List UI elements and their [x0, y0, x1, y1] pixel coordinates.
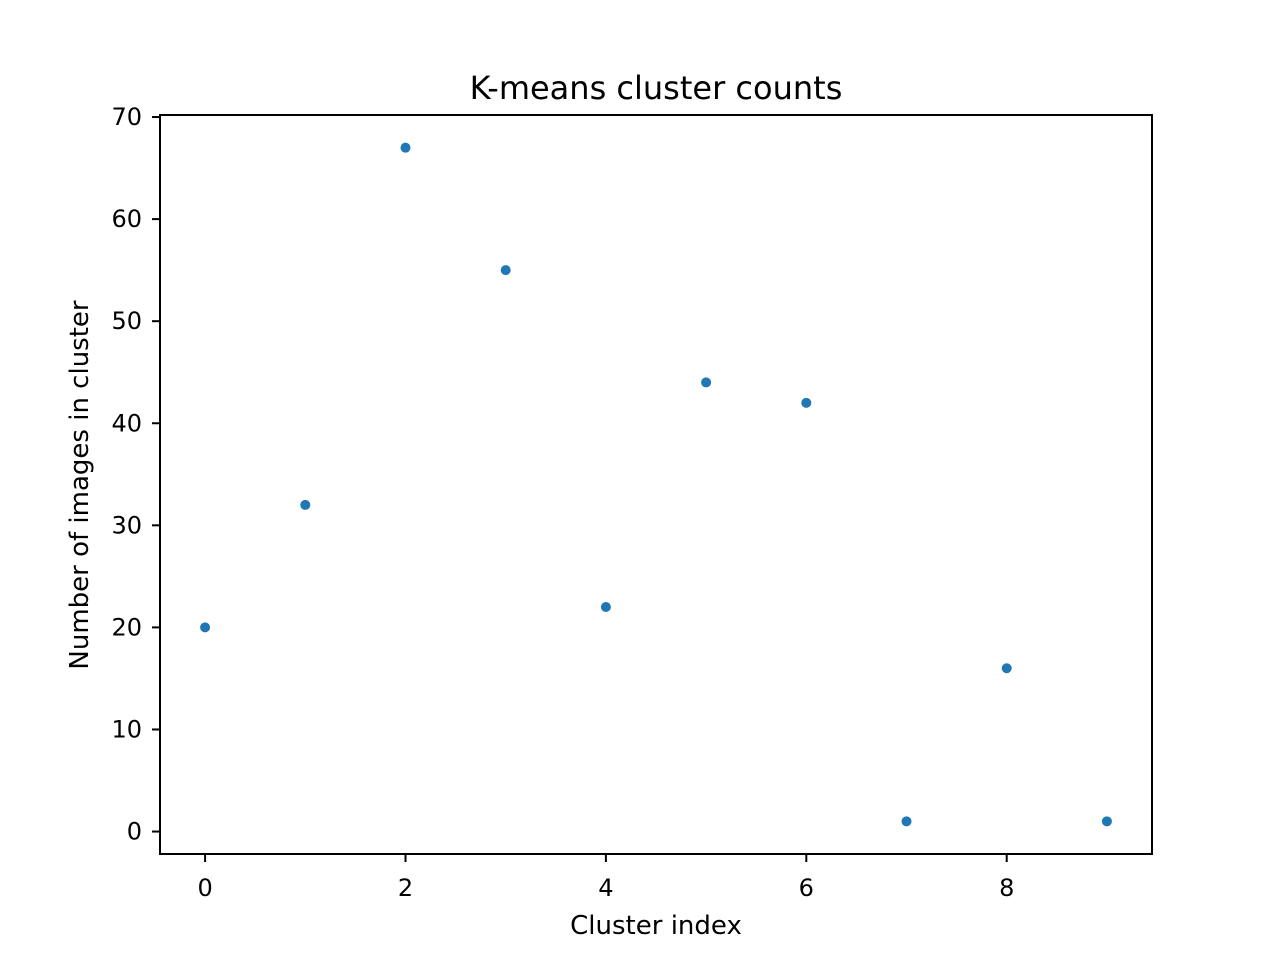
y-tick-label: 0 [127, 818, 142, 846]
y-tick-label: 70 [111, 103, 142, 131]
x-tick-label: 4 [598, 874, 613, 902]
x-axis-label: Cluster index [570, 911, 742, 941]
y-tick-label: 20 [111, 613, 142, 641]
scatter-points [200, 142, 1112, 827]
scatter-point [901, 816, 912, 827]
x-tick-label: 2 [398, 874, 413, 902]
scatter-point [600, 601, 611, 612]
y-tick-label: 30 [111, 511, 142, 539]
scatter-point [500, 265, 511, 276]
scatter-point [701, 377, 712, 388]
y-tick-label: 50 [111, 307, 142, 335]
y-axis-ticks: 0 10 20 30 40 50 60 70 [111, 103, 160, 846]
x-tick-label: 0 [197, 874, 212, 902]
x-axis-ticks: 0 2 4 6 8 [197, 854, 1014, 902]
y-tick-label: 60 [111, 205, 142, 233]
x-tick-label: 6 [799, 874, 814, 902]
scatter-point [300, 499, 311, 510]
scatter-point [801, 397, 812, 408]
y-tick-label: 10 [111, 715, 142, 743]
y-axis-label: Number of images in cluster [65, 300, 95, 670]
plot-area [159, 114, 1153, 855]
y-tick-label: 40 [111, 409, 142, 437]
chart-title: K-means cluster counts [470, 69, 843, 107]
plot-frame [159, 114, 1153, 855]
x-tick-label: 8 [999, 874, 1014, 902]
scatter-point [200, 622, 211, 633]
scatter-point [400, 142, 411, 153]
scatter-point [1101, 816, 1112, 827]
scatter-point [1001, 663, 1012, 674]
